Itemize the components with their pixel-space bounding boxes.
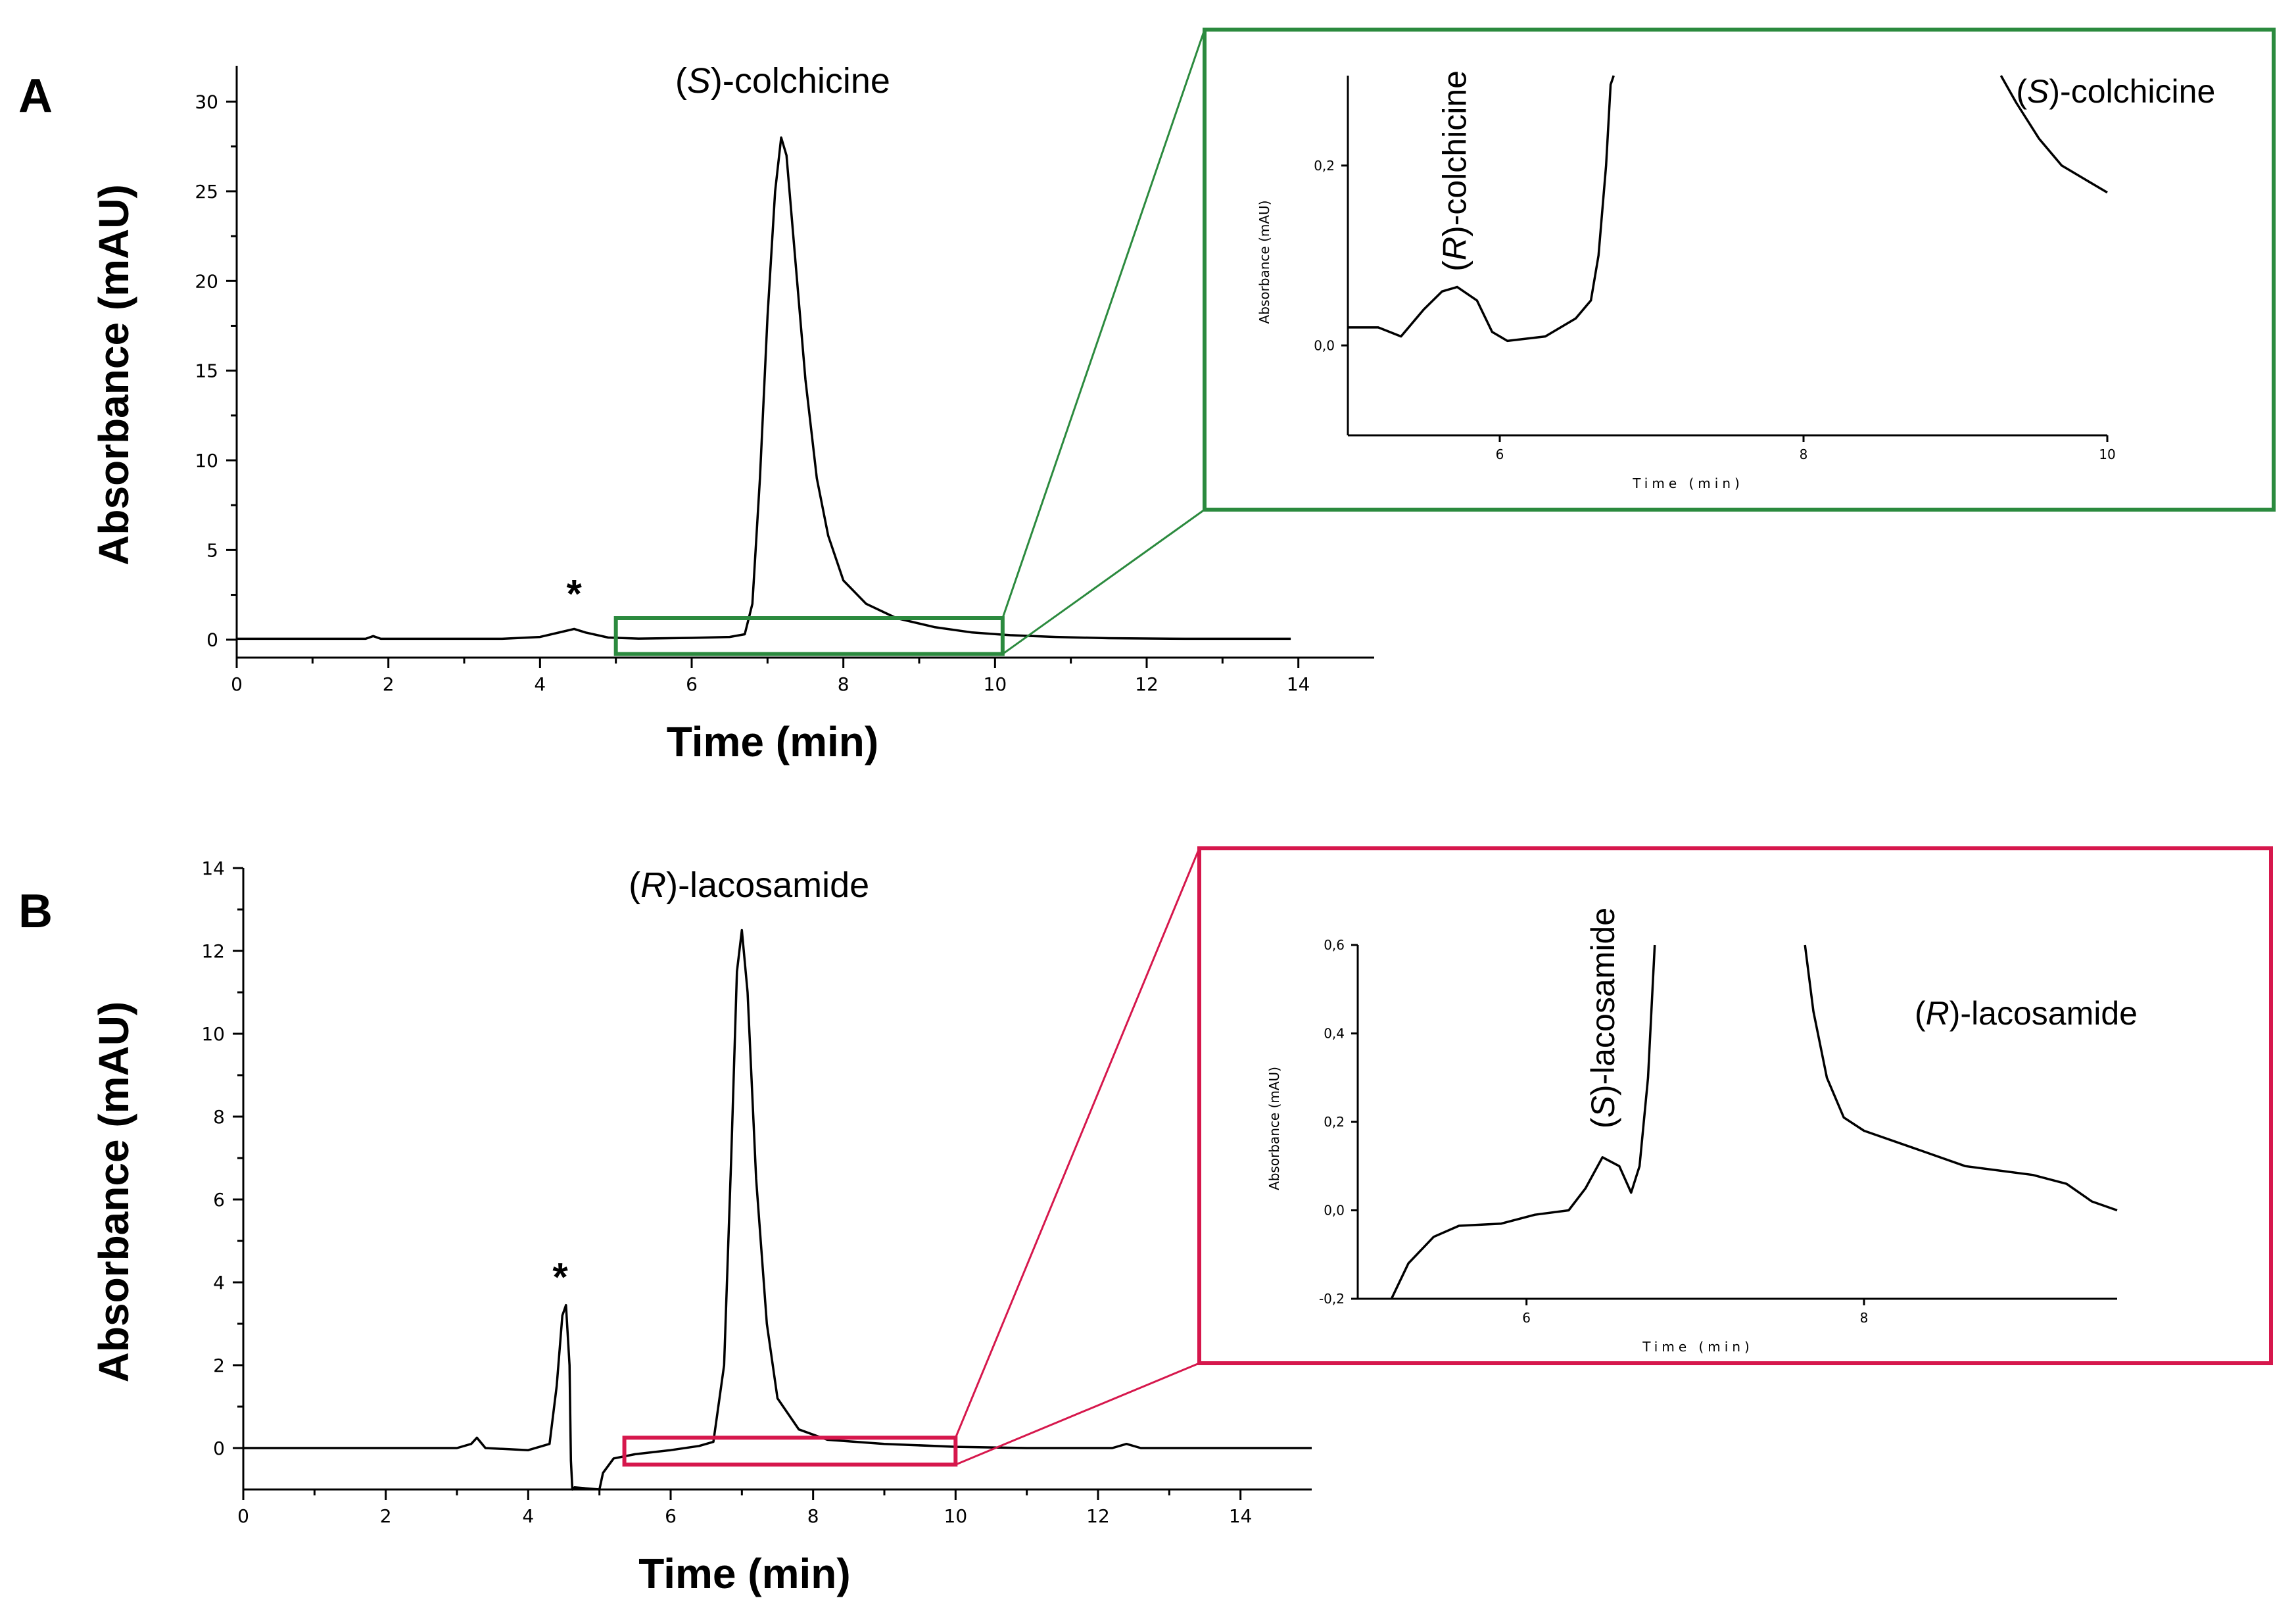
chart-b-x-axis-label: Time (min): [638, 1550, 850, 1597]
chart-a-peak-label: (S)-colchicine: [675, 61, 890, 101]
chart-b-inset-x-tick-label: 6: [1522, 1310, 1531, 1326]
chart-b-x-tick-label: 8: [807, 1505, 819, 1527]
chart-a-inset-x-axis-label: Time (min): [1632, 475, 1744, 491]
chart-a-y-tick-label: 20: [195, 270, 218, 292]
chart-a-inset-y-axis-label: Absorbance (mAU): [1256, 201, 1272, 324]
chart-a-y-tick-label: 10: [195, 450, 218, 472]
chart-a-x-tick-label: 14: [1287, 673, 1310, 695]
chart-b-inset-y-tick-label: 0,4: [1324, 1026, 1345, 1042]
chart-b-inset-peak-label: (R)-lacosamide: [1915, 995, 2138, 1032]
chart-b-x-tick-label: 0: [237, 1505, 249, 1527]
chart-a-trace-line: [237, 136, 1291, 641]
chart-b-asterisk-marker: *: [552, 1255, 568, 1299]
chart-a-x-tick-label: 8: [838, 673, 849, 695]
chart-b-inset-y-axis-label: Absorbance (mAU): [1266, 1067, 1282, 1190]
chart-b-y-tick-label: 10: [201, 1023, 225, 1045]
chart-b-x-tick-label: 4: [522, 1505, 534, 1527]
chart-b-y-tick-label: 2: [213, 1355, 225, 1376]
chart-b-x-tick-label: 6: [665, 1505, 677, 1527]
chart-b-trace-line: [243, 929, 1312, 1491]
chart-a-x-axis-label: Time (min): [667, 718, 878, 765]
chart-a-inset-y-tick-label: 0,2: [1314, 158, 1335, 174]
chart-b-y-tick-label: 8: [213, 1106, 225, 1128]
chart-a-x-tick-label: 2: [383, 673, 395, 695]
chart-b-zoom-connector: [955, 1362, 1200, 1466]
chart-b-inset-y-tick-label: 0,6: [1324, 937, 1345, 953]
chart-b-y-axis-label: Absorbance (mAU): [90, 1002, 137, 1383]
chart-a-y-axis-label: Absorbance (mAU): [90, 184, 137, 566]
chart-a-x-tick-label: 6: [686, 673, 698, 695]
chart-b-y-tick-label: 12: [201, 940, 225, 962]
chart-b-zoom-region: [622, 1436, 958, 1467]
chart-a-y-tick-label: 5: [206, 539, 218, 561]
chart-b-inset-y-tick-label: 0,0: [1324, 1203, 1345, 1219]
chart-b-y-tick-label: 4: [213, 1272, 225, 1294]
chart-b-inset-trace-line: [1804, 944, 2118, 1212]
chart-b-y-tick-label: 14: [201, 858, 225, 879]
chart-a-x-tick-label: 0: [231, 673, 243, 695]
chart-a-y-tick-label: 0: [206, 629, 218, 651]
chart-a: 0 2 4 6 8 10 12 14 0 5 10 15 20 25 30 Time (min) Absorba…: [90, 28, 2276, 765]
chart-b-peak-label: (R)-lacosamide: [629, 865, 869, 905]
chart-a-zoom-region: [613, 616, 1005, 656]
chart-b-inset-trace-line: [1390, 944, 1656, 1299]
panel-a-label: A: [18, 70, 53, 122]
chart-b-y-tick-label: 0: [213, 1438, 225, 1459]
chart-a-x-tick-label: 4: [534, 673, 546, 695]
chart-a-y-tick-label: 30: [195, 91, 218, 113]
chart-a-asterisk-marker: *: [567, 572, 583, 616]
chart-a-inset-frame: [1203, 28, 2276, 512]
chart-b-inset-y-tick-label: -0,2: [1319, 1291, 1345, 1307]
chart-b-x-tick-label: 14: [1229, 1505, 1253, 1527]
chart-a-inset-trace-line: [1999, 75, 2108, 194]
panel-b-label: B: [18, 885, 53, 938]
chart-b-x-tick-label: 12: [1086, 1505, 1110, 1527]
chart-a-inset-x-tick-label: 8: [1800, 447, 1808, 462]
chart-a-zoom-connector: [1001, 29, 1206, 619]
chart-a-zoom-connector: [1001, 508, 1205, 655]
chart-b-inset-x-axis-label: Time (min): [1642, 1339, 1754, 1355]
chart-b-x-tick-label: 2: [380, 1505, 392, 1527]
chart-b-inset-peak-label: (S)-lacosamide: [1585, 907, 1621, 1128]
chart-b-inset-frame: [1197, 846, 2273, 1365]
chart-a-x-tick-label: 12: [1135, 673, 1159, 695]
chart-a-y-tick-label: 25: [195, 181, 218, 203]
chart-a-inset-peak-label: (R)-colchicine: [1437, 70, 1473, 272]
chart-a-y-tick-label: 15: [195, 360, 218, 382]
chart-a-x-tick-label: 10: [984, 673, 1007, 695]
chart-a-inset-trace-line: [1348, 75, 1615, 343]
chart-a-inset-x-tick-label: 10: [2099, 447, 2115, 462]
chart-a-inset-peak-label: (S)-colchicine: [2016, 73, 2215, 110]
chart-a-inset-y-tick-label: 0,0: [1314, 337, 1335, 353]
chart-b-inset-x-tick-label: 8: [1860, 1310, 1869, 1326]
chart-b-zoom-connector: [954, 848, 1201, 1438]
chart-a-inset-x-tick-label: 6: [1496, 447, 1504, 462]
chart-b-x-tick-label: 10: [944, 1505, 968, 1527]
chart-b: 0 2 4 6 8 10 12 14 0 2 4 6 8 10 12 14 Time (min) Absorban…: [90, 846, 2273, 1597]
chart-b-y-tick-label: 6: [213, 1189, 225, 1211]
chart-b-inset-y-tick-label: 0,2: [1324, 1114, 1345, 1130]
